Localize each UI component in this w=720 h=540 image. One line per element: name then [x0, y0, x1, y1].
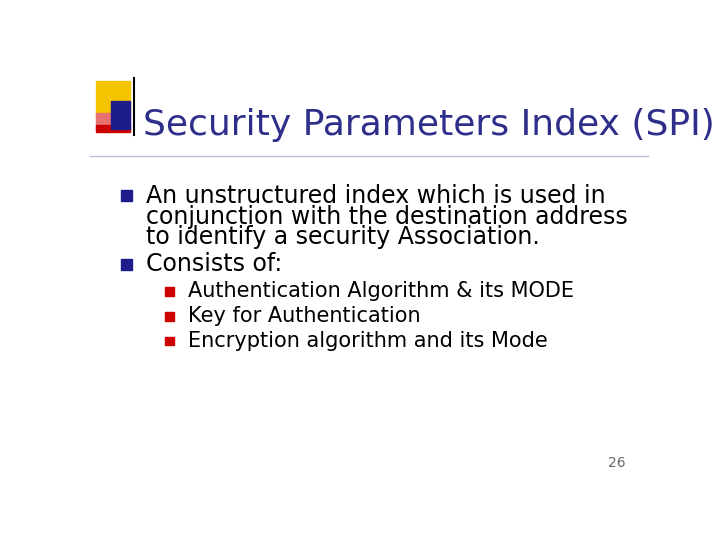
Text: Authentication Algorithm & its MODE: Authentication Algorithm & its MODE: [188, 281, 574, 301]
Bar: [96, 82, 130, 117]
Text: to identify a security Association.: to identify a security Association.: [145, 225, 539, 249]
Text: An unstructured index which is used in: An unstructured index which is used in: [145, 184, 606, 208]
Text: conjunction with the destination address: conjunction with the destination address: [145, 205, 628, 228]
Text: Consists of:: Consists of:: [145, 252, 282, 276]
Bar: [166, 337, 174, 346]
Bar: [96, 125, 130, 132]
Bar: [166, 312, 174, 321]
Bar: [166, 287, 174, 295]
Bar: [96, 113, 115, 129]
Text: Security Parameters Index (SPI): Security Parameters Index (SPI): [143, 108, 715, 142]
Bar: [121, 259, 132, 270]
Bar: [121, 191, 132, 201]
Text: Encryption algorithm and its Mode: Encryption algorithm and its Mode: [188, 332, 547, 352]
Text: 26: 26: [608, 456, 626, 470]
Bar: [111, 101, 130, 129]
Text: Key for Authentication: Key for Authentication: [188, 306, 420, 326]
